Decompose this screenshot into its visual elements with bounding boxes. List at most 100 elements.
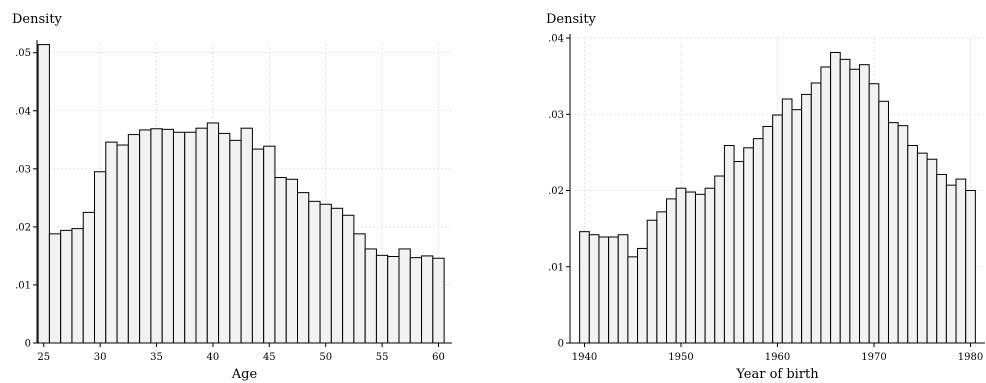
x-tick-label: 1960 bbox=[765, 352, 790, 363]
bar-age-46 bbox=[274, 177, 287, 344]
bar-age-30 bbox=[94, 171, 107, 344]
bar-birth-year-1952 bbox=[694, 193, 706, 344]
bar-birth-year-1968 bbox=[849, 68, 861, 344]
x-tick-label: 1980 bbox=[958, 352, 983, 363]
bar-age-37 bbox=[172, 131, 186, 344]
bar-birth-year-1945 bbox=[627, 256, 639, 344]
bar-birth-year-1949 bbox=[666, 198, 677, 344]
x-tick-label: 30 bbox=[94, 352, 107, 363]
bar-birth-year-1975 bbox=[916, 152, 928, 344]
bar-birth-year-1963 bbox=[801, 93, 812, 344]
bar-birth-year-1972 bbox=[887, 122, 899, 344]
bar-birth-year-1956 bbox=[733, 161, 745, 344]
y-tick-label: .01 bbox=[15, 280, 31, 291]
x-tick-label: 1940 bbox=[572, 352, 597, 363]
bar-age-47 bbox=[285, 178, 299, 344]
bar-birth-year-1978 bbox=[945, 184, 957, 344]
y-tick-label: .04 bbox=[548, 34, 564, 45]
bar-birth-year-1965 bbox=[820, 66, 832, 344]
bar-birth-year-1955 bbox=[723, 145, 735, 344]
bar-age-35 bbox=[150, 128, 163, 344]
bar-age-38 bbox=[184, 131, 197, 344]
bar-age-34 bbox=[139, 129, 152, 344]
bar-age-50 bbox=[319, 203, 332, 344]
bar-birth-year-1969 bbox=[859, 64, 870, 344]
bar-birth-year-1954 bbox=[714, 175, 725, 344]
bar-birth-year-1964 bbox=[810, 82, 822, 344]
bar-birth-year-1940 bbox=[579, 231, 590, 344]
x-tick-label: 25 bbox=[37, 352, 50, 363]
bar-birth-year-1957 bbox=[743, 147, 754, 344]
y-tick-label: 0 bbox=[25, 339, 31, 350]
x-tick-label: 1970 bbox=[861, 352, 886, 363]
y-tick-label: .04 bbox=[15, 106, 31, 117]
x-axis-label: Age bbox=[231, 367, 258, 382]
y-axis-label: Density bbox=[12, 12, 63, 27]
y-tick-label: 0 bbox=[558, 339, 564, 350]
bar-age-53 bbox=[353, 233, 366, 344]
bar-age-41 bbox=[218, 132, 231, 344]
bar-birth-year-1961 bbox=[781, 98, 793, 344]
bar-age-55 bbox=[375, 254, 389, 344]
bar-age-56 bbox=[387, 255, 400, 344]
bar-age-43 bbox=[240, 127, 253, 344]
bar-age-51 bbox=[330, 207, 344, 344]
x-tick-label: 45 bbox=[263, 352, 276, 363]
bar-birth-year-1951 bbox=[685, 191, 696, 344]
bar-age-36 bbox=[161, 128, 174, 344]
bar-birth-year-1974 bbox=[907, 145, 918, 344]
bar-birth-year-1971 bbox=[878, 100, 889, 344]
x-tick-label: 50 bbox=[319, 352, 332, 363]
bar-birth-year-1980 bbox=[965, 190, 976, 344]
bar-age-39 bbox=[195, 127, 208, 344]
bar-birth-year-1959 bbox=[762, 125, 774, 344]
x-tick-label: 60 bbox=[432, 352, 445, 363]
bar-birth-year-1976 bbox=[926, 158, 938, 344]
bar-age-40 bbox=[206, 122, 220, 344]
bar-birth-year-1979 bbox=[955, 178, 967, 344]
y-tick-label: .02 bbox=[15, 222, 31, 233]
y-axis-label: Density bbox=[546, 12, 597, 27]
bar-birth-year-1958 bbox=[752, 138, 764, 344]
x-tick-label: 1950 bbox=[668, 352, 693, 363]
y-tick-label: .01 bbox=[548, 262, 564, 273]
bar-birth-year-1973 bbox=[897, 125, 909, 344]
bar-birth-year-1948 bbox=[656, 211, 668, 344]
y-tick-label: .03 bbox=[548, 110, 564, 121]
bar-age-28 bbox=[71, 228, 84, 344]
x-axis-label: Year of birth bbox=[735, 367, 819, 382]
bar-age-48 bbox=[297, 192, 310, 344]
bar-age-52 bbox=[342, 214, 355, 344]
bar-age-49 bbox=[308, 200, 321, 344]
x-tick-label: 55 bbox=[376, 352, 389, 363]
bar-age-25 bbox=[37, 44, 50, 344]
bar-birth-year-1946 bbox=[637, 247, 648, 344]
bar-birth-year-1977 bbox=[936, 173, 947, 344]
y-tick-label: .02 bbox=[548, 186, 564, 197]
bar-age-26 bbox=[48, 233, 62, 344]
bar-birth-year-1943 bbox=[608, 236, 619, 344]
bar-age-33 bbox=[127, 134, 141, 344]
bar-birth-year-1953 bbox=[704, 187, 716, 344]
bar-age-59 bbox=[421, 255, 434, 344]
y-tick-label: .03 bbox=[15, 164, 31, 175]
bar-age-57 bbox=[398, 248, 411, 344]
bar-birth-year-1970 bbox=[868, 83, 880, 344]
bar-age-32 bbox=[116, 144, 129, 344]
bar-birth-year-1960 bbox=[772, 114, 783, 344]
bar-birth-year-1962 bbox=[791, 109, 803, 344]
x-tick-label: 40 bbox=[207, 352, 220, 363]
x-tick-label: 35 bbox=[150, 352, 163, 363]
bar-birth-year-1950 bbox=[675, 187, 687, 344]
bar-birth-year-1941 bbox=[588, 234, 600, 344]
bar-age-29 bbox=[82, 211, 96, 344]
bar-birth-year-1942 bbox=[598, 236, 610, 344]
bar-age-54 bbox=[364, 248, 377, 344]
bar-age-42 bbox=[229, 139, 242, 344]
bar-age-58 bbox=[409, 257, 423, 344]
bar-birth-year-1966 bbox=[830, 51, 841, 344]
bar-age-45 bbox=[263, 145, 276, 344]
bar-birth-year-1944 bbox=[617, 234, 629, 344]
